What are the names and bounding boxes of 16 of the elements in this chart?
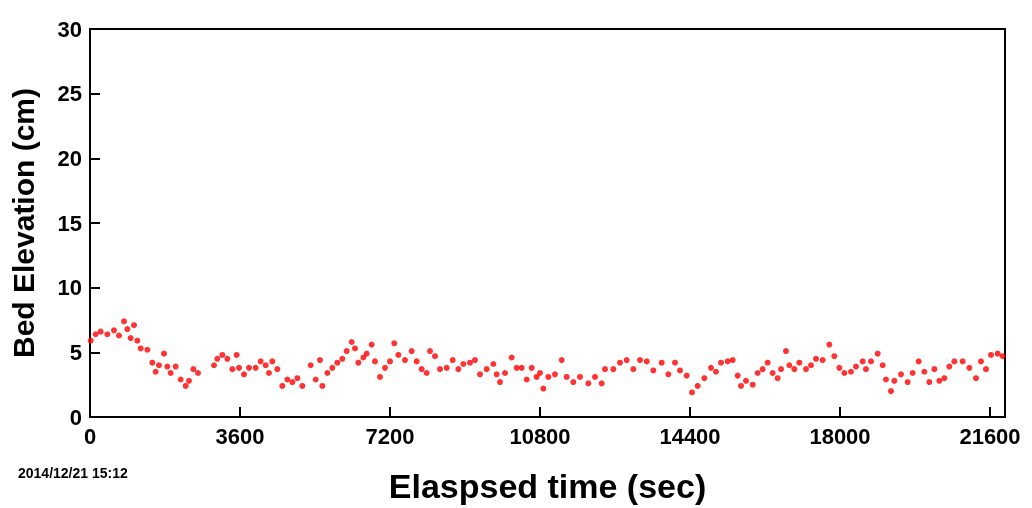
x-tick-label: 14400 xyxy=(659,423,721,449)
x-tick-label: 3600 xyxy=(215,423,265,449)
y-tick-label: 30 xyxy=(57,16,82,42)
x-axis-title: Elaspsed time (sec) xyxy=(388,467,707,505)
y-tick-label: 25 xyxy=(57,81,82,107)
y-tick-label: 0 xyxy=(69,404,82,430)
text: 2014/12/21 15:12 xyxy=(18,465,128,481)
y-tick-label: 10 xyxy=(57,275,82,301)
x-tick-label: 18000 xyxy=(809,423,871,449)
x-tick-label: 10800 xyxy=(509,423,571,449)
x-tick-label: 7200 xyxy=(365,423,415,449)
y-axis-title: Bed Elevation (cm) xyxy=(6,87,40,359)
y-tick-label: 20 xyxy=(57,145,82,171)
y-tick-label: 15 xyxy=(57,210,82,236)
x-tick-label: 21600 xyxy=(959,423,1021,449)
y-tick-label: 5 xyxy=(69,339,82,365)
